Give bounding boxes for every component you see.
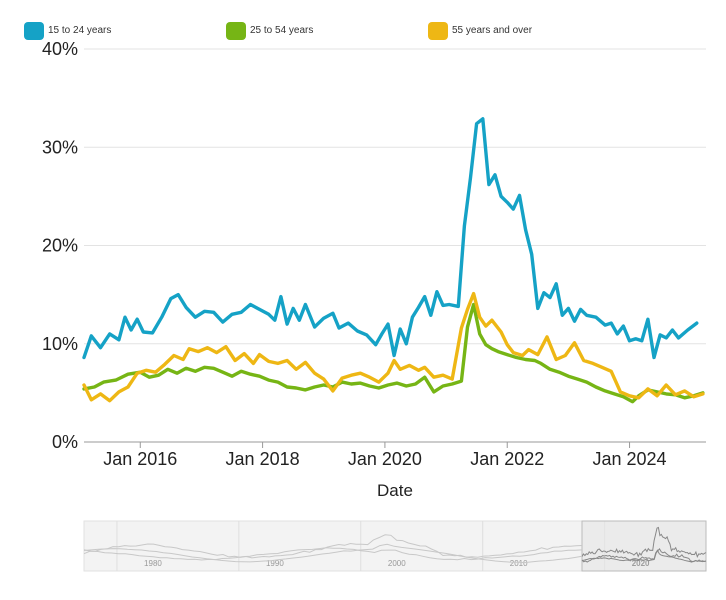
series-line-1 (82, 302, 705, 404)
x-tick-label: Jan 2018 (226, 449, 300, 469)
x-tick-label: Jan 2020 (348, 449, 422, 469)
navigator-tick-label: 1980 (144, 559, 162, 568)
x-tick-label: Jan 2024 (593, 449, 667, 469)
gridlines (84, 48, 706, 443)
navigator-tick-label: 2010 (510, 559, 528, 568)
y-tick-label: 10% (42, 334, 78, 354)
x-axis-title: Date (377, 481, 413, 500)
navigator-tick-label: 2000 (388, 559, 406, 568)
legend-item-55-over[interactable]: 55 years and over (428, 20, 532, 42)
y-axis-ticks: 0% 10% 20% 30% 40% (42, 39, 78, 452)
legend-swatch (24, 22, 44, 40)
series-line-0 (82, 117, 699, 360)
x-tick-label: Jan 2016 (103, 449, 177, 469)
y-tick-label: 30% (42, 137, 78, 157)
navigator-series-1 (581, 549, 707, 563)
legend-item-25-54[interactable]: 25 to 54 years (226, 20, 313, 42)
navigator-history-1 (83, 543, 583, 564)
navigator-selection (581, 520, 707, 572)
y-tick-label: 20% (42, 236, 78, 256)
y-tick-label: 40% (42, 39, 78, 59)
navigator-history-2 (83, 547, 583, 561)
legend-label: 25 to 54 years (250, 25, 314, 36)
x-tick-label: Jan 2022 (470, 449, 544, 469)
range-navigator[interactable]: 19801990200020102020 (83, 520, 707, 572)
legend-label: 55 years and over (452, 25, 533, 36)
legend-swatch (428, 22, 448, 40)
navigator-series-2 (581, 548, 707, 563)
legend-item-15-24[interactable]: 15 to 24 years (24, 20, 111, 42)
series-line-2 (82, 291, 705, 403)
x-axis-ticks: Jan 2016 Jan 2018 Jan 2020 Jan 2022 Jan 2024 (103, 442, 667, 469)
navigator-tick-label: 1990 (266, 559, 284, 568)
navigator-history-0 (83, 534, 583, 559)
legend-swatch (226, 22, 246, 40)
navigator-series-0 (581, 526, 707, 559)
legend-label: 15 to 24 years (48, 25, 112, 36)
series-lines (82, 117, 705, 404)
y-tick-label: 0% (52, 432, 78, 452)
